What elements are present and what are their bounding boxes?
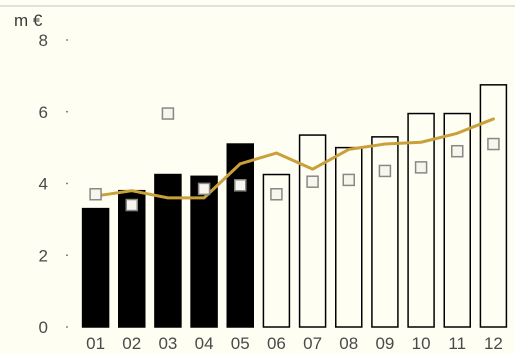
- square-marker: [306, 175, 319, 188]
- y-tick-mark: [66, 326, 68, 328]
- square-marker: [197, 182, 211, 196]
- bar-series: [81, 84, 508, 328]
- y-tick-mark: [66, 110, 68, 113]
- bar: [298, 134, 327, 328]
- x-tick-label: 08: [339, 334, 358, 353]
- y-tick-mark: [66, 254, 68, 257]
- x-tick-label: 02: [122, 334, 141, 353]
- bar: [407, 112, 435, 328]
- x-tick-label: 11: [448, 334, 466, 353]
- y-tick-label: 0: [39, 318, 48, 337]
- y-axis-unit-label: m €: [14, 11, 43, 30]
- x-axis: 01 02 03 04 05 06 07 08 09 10 11 12: [86, 334, 503, 353]
- bar: [154, 173, 182, 328]
- bar: [190, 175, 218, 328]
- x-tick-label: 10: [412, 334, 431, 353]
- x-tick-label: 06: [267, 334, 286, 353]
- square-marker: [161, 107, 175, 120]
- x-tick-label: 01: [86, 334, 105, 353]
- square-marker: [487, 137, 500, 151]
- bar: [118, 189, 146, 328]
- y-tick-mark: [66, 39, 68, 41]
- square-marker: [125, 198, 138, 212]
- line-series: [94, 117, 495, 200]
- square-marker: [378, 164, 392, 178]
- square-marker: [270, 188, 283, 201]
- square-marker: [342, 173, 355, 187]
- bar: [479, 84, 508, 328]
- square-marker: [89, 188, 102, 201]
- square-marker: [451, 144, 464, 158]
- x-tick-label: 09: [375, 334, 394, 353]
- x-tick-label: 05: [231, 334, 250, 353]
- trend-line: [94, 117, 495, 200]
- y-tick-label: 6: [39, 103, 48, 122]
- square-marker: [234, 179, 247, 192]
- y-tick-label: 4: [39, 175, 48, 194]
- y-axis: 0 2 4 6 8: [39, 31, 68, 337]
- x-tick-label: 04: [195, 334, 214, 353]
- y-tick-label: 8: [39, 31, 48, 50]
- x-tick-label: 12: [484, 334, 503, 353]
- y-tick-mark: [66, 182, 68, 185]
- square-marker: [414, 161, 428, 174]
- x-tick-label: 07: [303, 334, 322, 353]
- marker-series: [89, 107, 500, 212]
- x-tick-label: 03: [158, 334, 177, 353]
- bar: [226, 143, 254, 328]
- bar: [81, 207, 110, 328]
- y-tick-label: 2: [39, 246, 48, 265]
